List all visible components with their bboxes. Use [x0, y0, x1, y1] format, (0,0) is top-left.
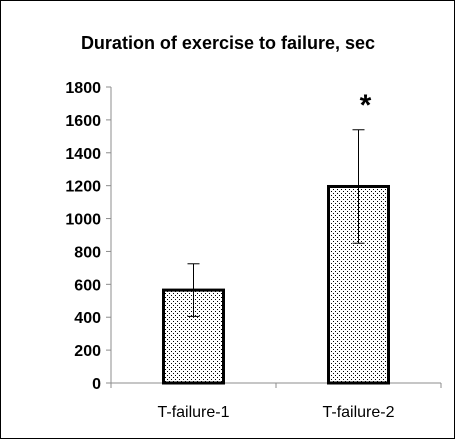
y-tick-label: 800	[74, 244, 101, 261]
chart-title: Duration of exercise to failure, sec	[81, 33, 375, 53]
y-tick-label: 200	[74, 343, 101, 360]
y-tick-label: 400	[74, 310, 101, 327]
x-tick-label: T-failure-2	[322, 404, 394, 421]
y-tick-label: 0	[92, 376, 101, 393]
axes	[106, 86, 442, 388]
annotations: *	[360, 89, 372, 122]
y-tick-label: 1000	[65, 212, 101, 229]
y-tick-label: 1600	[65, 113, 101, 130]
significance-marker: *	[360, 89, 372, 122]
y-tick-label: 1400	[65, 146, 101, 163]
y-tick-label: 1800	[65, 80, 101, 97]
x-tick-label: T-failure-1	[157, 404, 229, 421]
bars	[162, 129, 390, 385]
y-tick-label: 600	[74, 277, 101, 294]
tick-labels: 0 200 400 600 800 1000 1200 1400 1600 1800 T-failu…	[65, 80, 394, 421]
y-tick-label: 1200	[65, 179, 101, 196]
